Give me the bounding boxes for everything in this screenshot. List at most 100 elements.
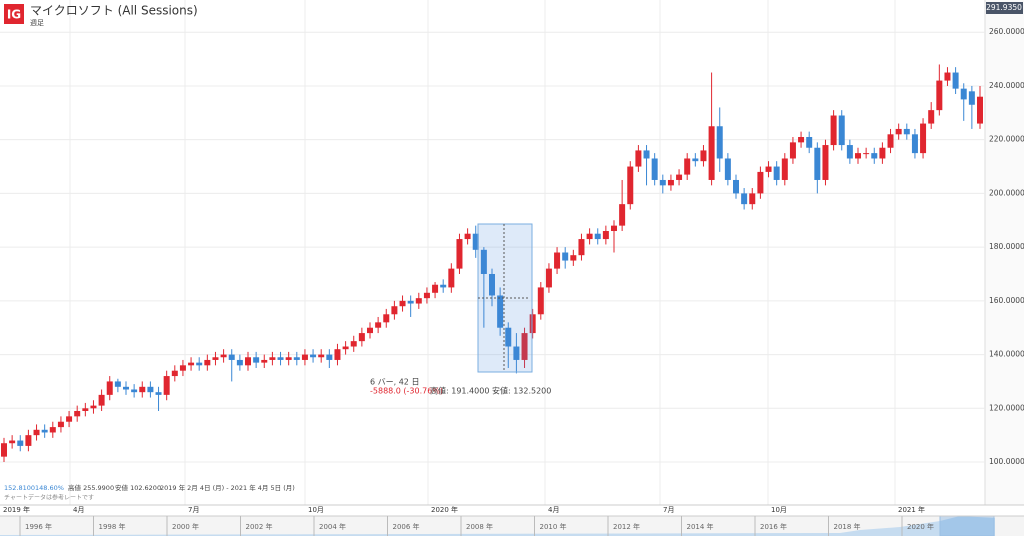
candle-body xyxy=(733,179,739,194)
candle-body xyxy=(74,410,81,417)
candle-body xyxy=(855,153,861,159)
candle-body xyxy=(643,150,650,159)
candle-body xyxy=(928,110,935,124)
candle-body xyxy=(798,136,805,143)
last-price: 291.9350 xyxy=(986,3,1022,12)
candle-body xyxy=(952,72,959,89)
candle-body xyxy=(887,134,894,148)
x-tick-label: 2020 年 xyxy=(431,505,458,514)
candle-body xyxy=(334,349,341,360)
candle-body xyxy=(261,359,268,363)
candle-body xyxy=(310,354,317,358)
candle-body xyxy=(554,252,561,269)
navigator-label: 2020 年 xyxy=(907,522,934,531)
stat-period: 2019 年 2月 4日 (月) - 2021 年 4月 5日 (月) xyxy=(160,483,295,492)
candle-body xyxy=(692,158,699,162)
chart-subtitle: 週足 xyxy=(30,18,44,27)
stat-note: チャートデータは参考レートです xyxy=(4,494,94,502)
candle-body xyxy=(667,179,674,186)
candle-body xyxy=(147,386,154,393)
candle-body xyxy=(139,386,146,393)
candle-body xyxy=(659,179,666,186)
y-tick-label: 200.0000 xyxy=(989,188,1024,197)
candle-body xyxy=(578,239,585,256)
candle-body xyxy=(838,115,845,146)
y-tick-label: 120.0000 xyxy=(989,403,1024,412)
candle-body xyxy=(903,128,910,135)
candle-body xyxy=(179,365,186,371)
candle-body xyxy=(25,435,32,446)
candle-body xyxy=(293,357,300,360)
candle-body xyxy=(611,225,617,232)
candle-body xyxy=(472,233,479,250)
candle-body xyxy=(570,255,577,261)
y-tick-label: 240.0000 xyxy=(989,81,1024,90)
candle-body xyxy=(505,327,512,347)
candle-body xyxy=(98,394,105,406)
y-tick-label: 100.0000 xyxy=(989,457,1024,466)
candle-body xyxy=(513,346,520,360)
x-tick-label: 2019 年 xyxy=(3,505,30,514)
candle-body xyxy=(960,88,967,100)
candle-body xyxy=(155,392,162,395)
candle-body xyxy=(253,357,260,363)
candle-body xyxy=(789,142,796,159)
candle-body xyxy=(188,362,195,366)
candle-body xyxy=(765,166,772,172)
navigator-label: 2006 年 xyxy=(393,522,420,531)
x-tick-label: 7月 xyxy=(188,506,199,514)
candle-body xyxy=(635,150,642,167)
candle-body xyxy=(90,405,97,409)
candle-body xyxy=(586,233,593,240)
candle-body xyxy=(277,357,284,360)
candle-body xyxy=(399,300,406,307)
candle-body xyxy=(700,150,707,162)
candle-body xyxy=(814,147,821,180)
candle-body xyxy=(822,145,829,180)
candle-body xyxy=(773,166,780,180)
price-axis-panel xyxy=(985,0,1024,505)
candle-body xyxy=(358,333,365,342)
navigator-label: 2014 年 xyxy=(687,522,714,531)
x-tick-label: 10月 xyxy=(308,506,324,514)
chart-title: マイクロソフト (All Sessions) xyxy=(30,4,198,18)
y-tick-label: 220.0000 xyxy=(989,135,1024,144)
candle-body xyxy=(440,284,447,288)
candle-body xyxy=(911,134,918,154)
candle-body xyxy=(529,314,536,334)
candle-body xyxy=(871,153,878,159)
candle-body xyxy=(968,91,975,105)
candle-body xyxy=(757,171,764,194)
candle-body xyxy=(602,231,609,240)
candle-body xyxy=(301,354,308,360)
candle-body xyxy=(489,273,495,296)
navigator-window[interactable] xyxy=(939,515,995,536)
candle-body xyxy=(49,427,56,433)
candle-body xyxy=(57,421,64,428)
x-tick-label: 4月 xyxy=(73,506,84,514)
candle-body xyxy=(684,158,691,175)
candle-body xyxy=(651,158,658,180)
measure-bars: 6 バー, 42 日 xyxy=(370,378,419,387)
x-tick-label: 4月 xyxy=(548,506,559,514)
candle-body xyxy=(480,249,487,274)
candle-body xyxy=(741,193,748,205)
candle-body xyxy=(367,327,373,334)
x-tick-label: 10月 xyxy=(771,506,787,514)
stat-high: 高値 255.9900 xyxy=(68,483,114,492)
logo: IG xyxy=(7,8,21,22)
candle-body xyxy=(123,386,129,390)
candle-body xyxy=(375,322,382,328)
navigator-label: 2010 年 xyxy=(540,522,567,531)
candle-body xyxy=(464,233,471,240)
logo-box xyxy=(4,4,24,24)
candle-body xyxy=(171,370,178,377)
candle-body xyxy=(627,166,634,205)
candle-body xyxy=(863,153,870,155)
candle-body xyxy=(17,440,24,446)
candle-body xyxy=(245,357,251,366)
navigator-label: 1998 年 xyxy=(99,522,126,531)
navigator xyxy=(0,516,1024,536)
